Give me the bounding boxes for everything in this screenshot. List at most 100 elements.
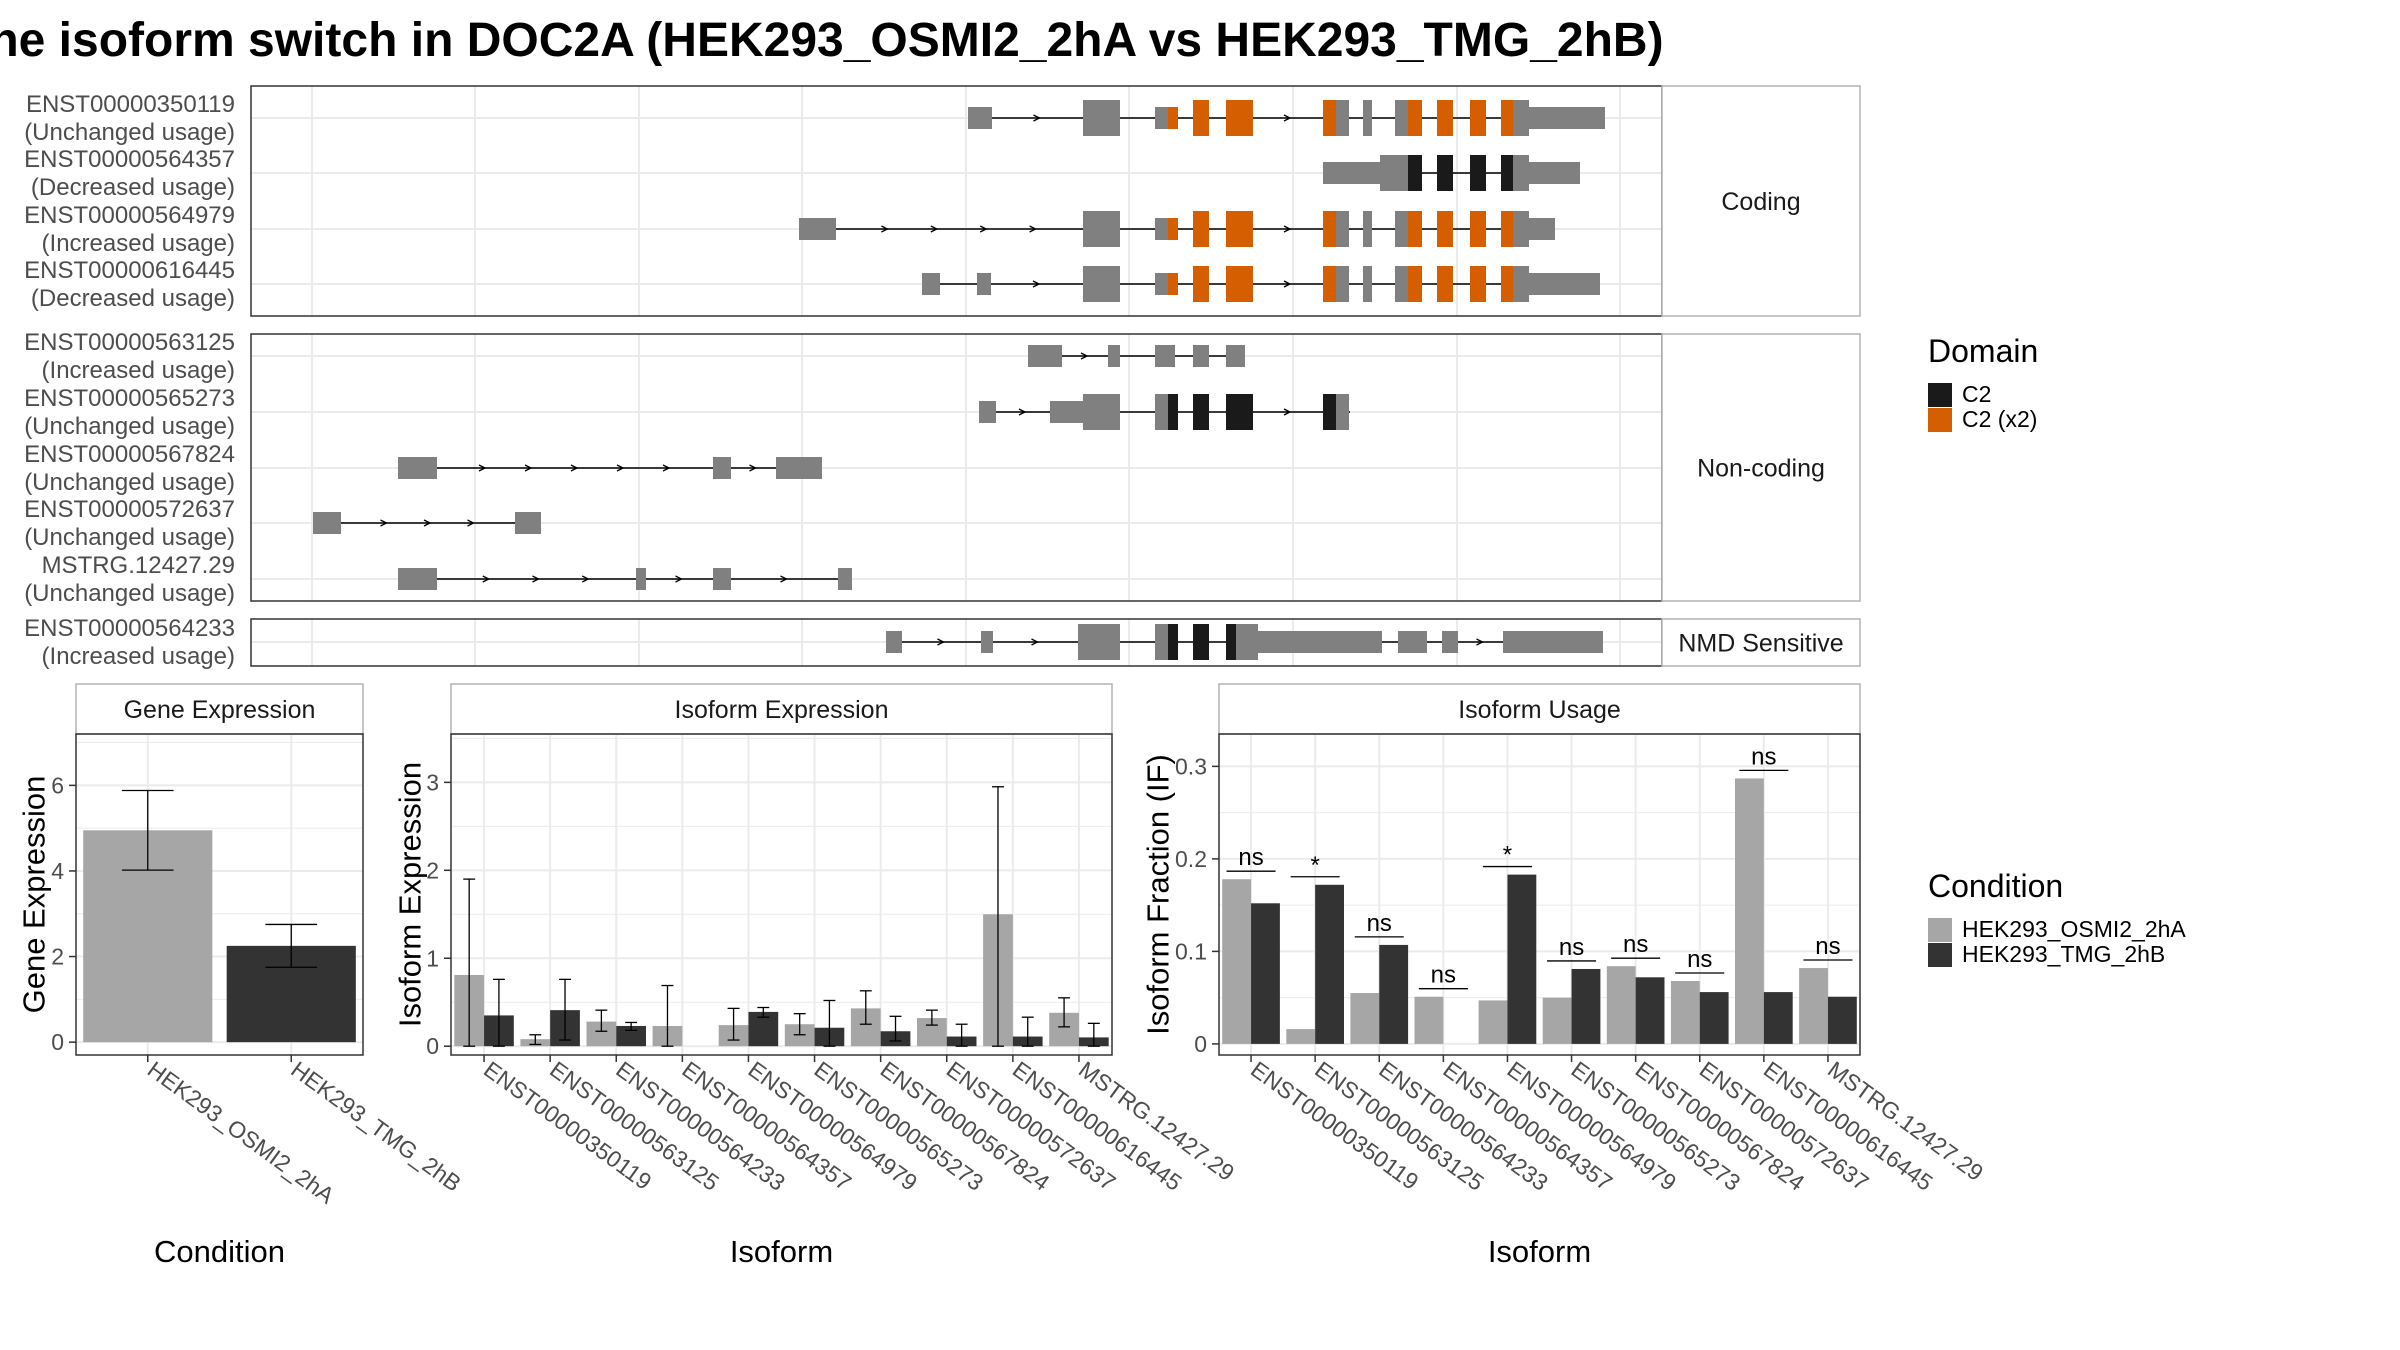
isoform-id-label: ENST00000572637: [24, 496, 235, 523]
domain-exon: [1470, 100, 1486, 136]
domain-exon: [1408, 100, 1422, 136]
domain-exon: [1168, 218, 1178, 240]
exon: [979, 401, 996, 423]
exon: [1336, 394, 1349, 430]
panel-border: [1218, 733, 1861, 1056]
strand-arrow: [1080, 352, 1089, 360]
exon: [1155, 107, 1168, 129]
exon: [922, 273, 940, 295]
facet-background: [251, 86, 1662, 316]
isoform-track-ENST00000350119: [968, 100, 1605, 136]
y-tick-label: 0: [51, 1029, 64, 1055]
exon: [1336, 266, 1349, 302]
legend-label-c2: C2: [1962, 381, 1991, 407]
significance-label: ns: [1431, 962, 1456, 989]
isoform-usage-label: (Decreased usage): [31, 174, 235, 201]
bar: [1799, 968, 1828, 1044]
isoform-usage-label: (Decreased usage): [31, 285, 235, 312]
condition-legend-title: Condition: [1928, 868, 2063, 904]
exon: [981, 631, 993, 653]
strand-arrow: [570, 464, 579, 472]
isoform-id-label: ENST00000563125: [24, 329, 235, 356]
isoform-track-ENST00000564979: [799, 211, 1555, 247]
structure-facet-coding: ENST00000350119(Unchanged usage)ENST0000…: [24, 85, 1861, 317]
y-tick-label: 4: [51, 858, 64, 884]
domain-exon: [1501, 100, 1513, 136]
facet-strip: [1661, 85, 1861, 317]
legends: Domain C2 C2 (x2) Condition HEK293_OSMI2…: [1928, 333, 2186, 967]
chart-strip: [450, 683, 1113, 735]
domain-exon: [1501, 266, 1513, 302]
domain-exon: [1193, 624, 1209, 660]
domain-exon: [1470, 266, 1486, 302]
x-axis-title: Condition: [154, 1234, 285, 1269]
legend-label-c2x2: C2 (x2): [1962, 406, 2037, 432]
significance-label: *: [1503, 842, 1512, 869]
isoform-usage-label: (Unchanged usage): [24, 524, 235, 551]
chart-title: Gene Expression: [124, 696, 316, 724]
exon: [1529, 273, 1600, 295]
x-axis-title: Isoform: [730, 1234, 833, 1269]
exon: [1155, 345, 1175, 367]
strand-arrow: [524, 464, 533, 472]
exon: [1226, 345, 1245, 367]
strand-arrow: [1283, 408, 1292, 416]
exon: [1395, 211, 1408, 247]
bar: [1699, 992, 1729, 1044]
y-tick-label: 6: [51, 772, 64, 798]
y-tick-label: 2: [426, 857, 439, 883]
facet-strip-label: Non-coding: [1697, 455, 1825, 483]
significance-label: ns: [1623, 931, 1648, 958]
bar: [1635, 977, 1665, 1044]
strand-arrow: [930, 225, 939, 233]
strand-arrow: [581, 575, 590, 583]
exon: [515, 512, 541, 534]
structure-facet-noncoding: ENST00000563125(Increased usage)ENST0000…: [24, 329, 1861, 607]
strand-arrow: [937, 638, 945, 646]
isoform-id-label: ENST00000567824: [24, 441, 235, 468]
bar: [616, 1025, 646, 1047]
domain-exon: [1323, 394, 1336, 430]
exon: [1083, 394, 1120, 430]
exon: [1155, 218, 1168, 240]
domain-exon: [1501, 155, 1513, 191]
significance-label: ns: [1367, 910, 1392, 937]
significance-label: ns: [1751, 743, 1776, 770]
exon: [1395, 266, 1408, 302]
bar: [1670, 980, 1700, 1044]
exon: [1155, 624, 1168, 660]
isoform-id-label: ENST00000565273: [24, 385, 235, 412]
y-axis-title: Gene Expression: [16, 776, 51, 1014]
facet-strip: [1661, 333, 1861, 602]
exon: [1529, 162, 1580, 184]
exon: [1083, 266, 1120, 302]
domain-exon: [1168, 273, 1178, 295]
strand-arrow: [1033, 114, 1041, 122]
y-tick-label: 2: [51, 944, 64, 970]
isoform-id-label: ENST00000616445: [24, 257, 235, 284]
exon: [1108, 345, 1120, 367]
isoform-usage-label: (Unchanged usage): [24, 119, 235, 146]
strand-arrow: [532, 575, 540, 583]
chart-title: Isoform Expression: [675, 696, 889, 724]
exon: [1529, 107, 1605, 129]
exon: [838, 568, 852, 590]
exon: [968, 107, 992, 129]
exon: [1529, 218, 1555, 240]
y-tick-label: 0: [426, 1033, 439, 1059]
exon: [1258, 631, 1382, 653]
isoform-usage-label: (Unchanged usage): [24, 413, 235, 440]
domain-exon: [1193, 394, 1209, 430]
exon: [1155, 273, 1168, 295]
exon: [398, 457, 437, 479]
domain-exon: [1437, 211, 1453, 247]
exon: [1513, 100, 1529, 136]
bar: [1571, 968, 1601, 1044]
bar: [1414, 996, 1444, 1044]
exon: [1028, 345, 1062, 367]
bar: [1606, 966, 1636, 1044]
domain-exon: [1437, 266, 1453, 302]
exon: [1083, 100, 1120, 136]
legend-label-condition-a: HEK293_OSMI2_2hA: [1962, 916, 2186, 942]
